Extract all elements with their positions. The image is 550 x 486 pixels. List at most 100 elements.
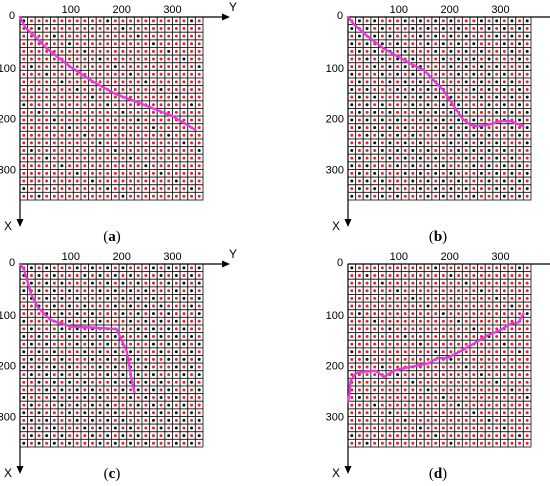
grid-dot (144, 388, 148, 392)
grid-dot (495, 403, 499, 407)
grid-dot (144, 418, 148, 422)
caption-b: (b) (428, 229, 448, 245)
grid-dot (29, 95, 33, 99)
grid-dot (502, 388, 506, 392)
grid-dot (106, 357, 110, 361)
grid-dot (129, 95, 133, 99)
grid-dot (174, 334, 178, 338)
grid-dot (22, 418, 26, 422)
grid-dot (75, 357, 79, 361)
grid-dot (396, 350, 400, 354)
grid-dot (75, 156, 79, 160)
grid-dot (60, 266, 64, 270)
grid-dot (129, 57, 133, 61)
grid-dot (495, 187, 499, 191)
grid-dot (449, 434, 453, 438)
grid-dot (167, 80, 171, 84)
grid-dot (144, 87, 148, 91)
grid-dot (151, 34, 155, 38)
grid-dot (52, 273, 56, 277)
grid-dot (365, 179, 369, 183)
grid-dot (45, 72, 49, 76)
grid-dot (37, 57, 41, 61)
grid-cells (19, 263, 204, 448)
grid-dot (495, 418, 499, 422)
grid-dot (167, 194, 171, 198)
grid-dot (502, 141, 506, 145)
grid-dot (29, 80, 33, 84)
grid-dot (52, 327, 56, 331)
grid-dot (144, 411, 148, 415)
grid-dot (426, 350, 430, 354)
grid-dot (495, 411, 499, 415)
grid-dot (518, 403, 522, 407)
grid-dot (426, 118, 430, 122)
grid-dot (83, 365, 87, 369)
grid-dot (136, 418, 140, 422)
grid-dot (487, 418, 491, 422)
grid-dot (136, 49, 140, 53)
grid-dot (441, 373, 445, 377)
grid-dot (190, 411, 194, 415)
grid-dot (37, 179, 41, 183)
grid-dot (151, 103, 155, 107)
grid-dot (167, 26, 171, 30)
grid-dot (373, 194, 377, 198)
grid-dot (129, 411, 133, 415)
grid-dot (388, 141, 392, 145)
grid-dot (502, 95, 506, 99)
grid-dot (411, 373, 415, 377)
y-tick-label: 300 (491, 251, 509, 263)
grid-dot (411, 179, 415, 183)
grid-dot (411, 171, 415, 175)
grid-dot (464, 418, 468, 422)
grid-dot (418, 42, 422, 46)
grid-dot (174, 187, 178, 191)
grid-dot (90, 194, 94, 198)
grid-dot (380, 194, 384, 198)
grid-dot (457, 156, 461, 160)
grid-dot (90, 441, 94, 445)
grid-dot (388, 281, 392, 285)
grid-dot (403, 87, 407, 91)
grid-dot (350, 171, 354, 175)
grid-dot (136, 342, 140, 346)
grid-dot (136, 65, 140, 69)
grid-dot (37, 34, 41, 38)
grid-dot (106, 65, 110, 69)
grid-dot (98, 164, 102, 168)
grid-dot (121, 148, 125, 152)
grid-dot (396, 65, 400, 69)
grid-dot (22, 148, 26, 152)
grid-dot (129, 342, 133, 346)
grid-dot (441, 304, 445, 308)
grid-dot (174, 19, 178, 23)
grid-dot (29, 156, 33, 160)
grid-dot (98, 57, 102, 61)
grid-dot (197, 72, 201, 76)
grid-dot (449, 273, 453, 277)
grid-dot (365, 148, 369, 152)
grid-dot (29, 266, 33, 270)
grid-dot (357, 441, 361, 445)
grid-dot (357, 380, 361, 384)
grid-dot (197, 434, 201, 438)
grid-dot (411, 42, 415, 46)
grid-dot (487, 171, 491, 175)
grid-dot (441, 194, 445, 198)
grid-dot (197, 110, 201, 114)
grid-dot (510, 350, 514, 354)
grid-dot (22, 179, 26, 183)
grid-dot (113, 80, 117, 84)
grid-dot (75, 342, 79, 346)
grid-dot (487, 312, 491, 316)
grid-dot (60, 72, 64, 76)
grid-dot (190, 87, 194, 91)
grid-dot (472, 334, 476, 338)
grid-dot (83, 42, 87, 46)
grid-dot (113, 350, 117, 354)
grid-dot (121, 126, 125, 130)
grid-dot (136, 148, 140, 152)
grid-dot (167, 133, 171, 137)
grid-dot (52, 103, 56, 107)
